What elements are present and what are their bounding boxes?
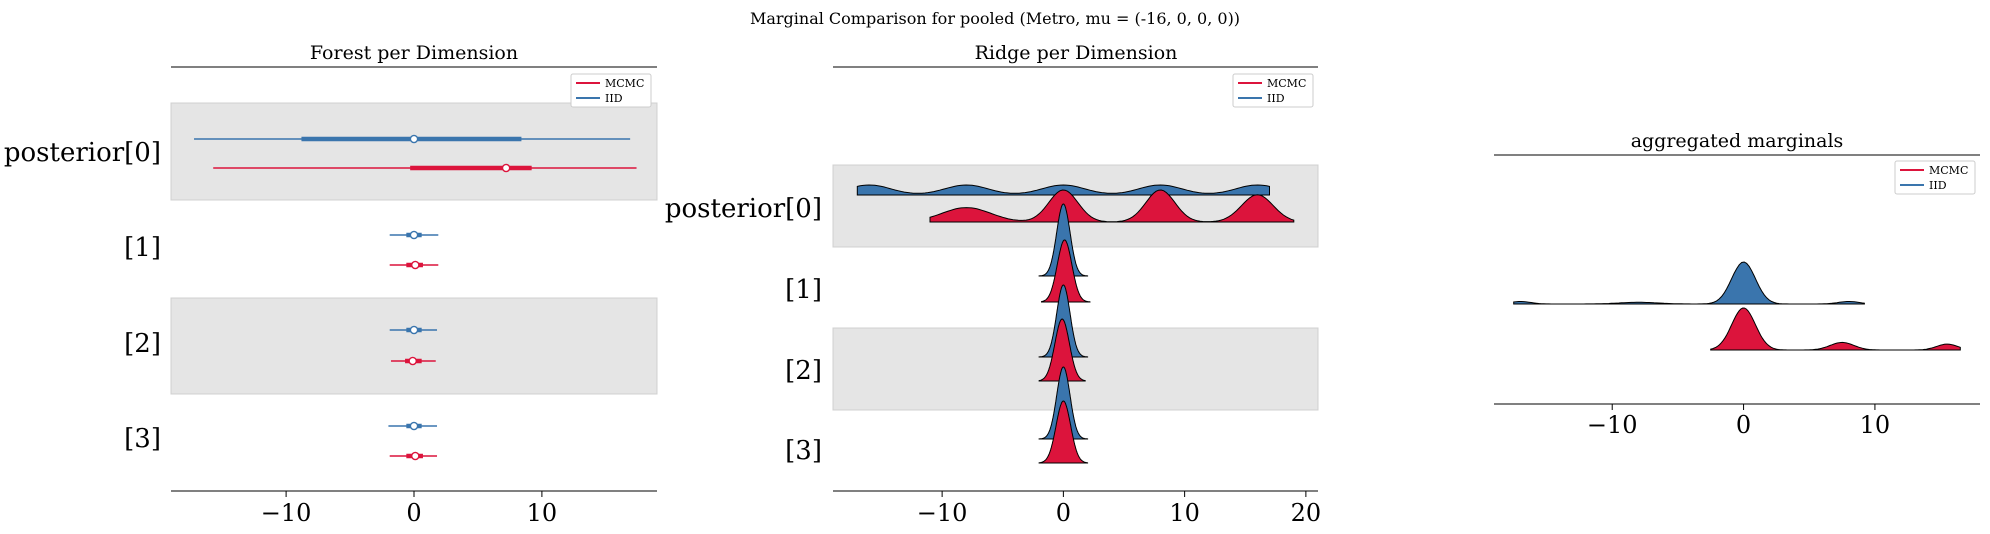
aggregated-legend: MCMC IID: [1894, 160, 1976, 195]
ridge-density-mcmc: [1041, 239, 1091, 303]
legend-label-mcmc: MCMC: [605, 77, 644, 90]
x-tick-label: 0: [406, 499, 421, 527]
legend-label-iid: IID: [1267, 92, 1285, 105]
row-label: [1]: [785, 275, 822, 305]
row-label: posterior[0]: [665, 194, 822, 224]
legend-label-mcmc: MCMC: [1929, 164, 1968, 177]
x-tick-label: 10: [1169, 499, 1200, 527]
ridge-title: Ridge per Dimension: [975, 42, 1178, 64]
row-label: [1]: [124, 233, 161, 263]
aggregated-x-ticks: −10 0 10: [1587, 404, 1890, 439]
forest-legend: MCMC IID: [570, 73, 652, 108]
ridge-density-mcmc: [1038, 400, 1089, 464]
legend-label-iid: IID: [605, 92, 623, 105]
forest-row-labels: posterior[0] [1] [2] [3]: [4, 138, 161, 454]
legend-label-iid: IID: [1929, 179, 1947, 192]
legend-label-mcmc: MCMC: [1267, 77, 1306, 90]
forest-median-mcmc: [410, 260, 420, 270]
row-label: [3]: [785, 436, 822, 466]
aggregated-panel: aggregated marginals −10 0 10 MCMC IID: [1494, 130, 1980, 439]
x-tick-label: 10: [527, 499, 558, 527]
ridge-marks: [856, 184, 1295, 464]
forest-median-iid: [409, 230, 419, 240]
forest-median-mcmc: [408, 356, 418, 366]
aggregated-density-iid: [1513, 261, 1865, 305]
ridge-legend: MCMC IID: [1232, 73, 1314, 108]
forest-median-iid: [409, 325, 419, 335]
row-label: [3]: [124, 424, 161, 454]
x-tick-label: 0: [1056, 499, 1071, 527]
forest-marks: [194, 134, 637, 461]
ridge-row-labels: posterior[0] [1] [2] [3]: [665, 194, 822, 466]
forest-x-ticks: −10 0 10: [261, 491, 557, 527]
x-tick-label: 10: [1860, 411, 1891, 439]
x-tick-label: 0: [1736, 411, 1751, 439]
x-tick-label: −10: [1587, 411, 1638, 439]
x-tick-label: 20: [1291, 499, 1322, 527]
aggregated-title: aggregated marginals: [1631, 130, 1844, 152]
forest-bands: [170, 102, 658, 395]
ridge-panel: Ridge per Dimension −10 0 10 20 posterior[0…: [665, 42, 1321, 527]
row-band: [170, 102, 658, 201]
forest-panel: Forest per Dimension −10 0 10 posterior[0]…: [4, 42, 658, 527]
forest-median-iid: [409, 421, 419, 431]
x-tick-label: −10: [917, 499, 968, 527]
aggregated-marks: [1513, 261, 1961, 351]
row-label: [2]: [785, 356, 822, 386]
aggregated-density-mcmc: [1710, 307, 1961, 351]
ridge-density-mcmc: [929, 189, 1295, 223]
row-band: [170, 297, 658, 395]
x-tick-label: −10: [261, 499, 312, 527]
ridge-x-ticks: −10 0 10 20: [917, 491, 1321, 527]
row-label: [2]: [124, 329, 161, 359]
figure-suptitle: Marginal Comparison for pooled (Metro, m…: [750, 9, 1240, 28]
row-label: posterior[0]: [4, 138, 161, 168]
ridge-density-mcmc: [1038, 318, 1086, 382]
forest-median-mcmc: [410, 451, 420, 461]
forest-median-iid: [409, 134, 419, 144]
forest-median-mcmc: [501, 163, 511, 173]
ridge-density-iid: [1038, 203, 1089, 277]
forest-title: Forest per Dimension: [310, 42, 518, 64]
